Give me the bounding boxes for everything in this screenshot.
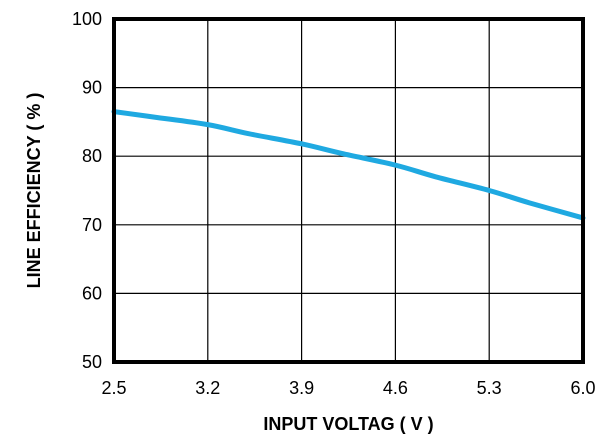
y-tick-label: 70 xyxy=(82,215,102,235)
y-tick-label: 100 xyxy=(72,9,102,29)
plot-frame xyxy=(112,17,585,364)
x-axis-label: INPUT VOLTAG ( V ) xyxy=(263,414,433,434)
efficiency-series-line xyxy=(111,109,586,221)
x-tick-label: 2.5 xyxy=(101,378,126,398)
series-layer xyxy=(111,109,586,221)
y-tick-label: 50 xyxy=(82,352,102,372)
y-axis-label: LINE EFFICIENCY ( % ) xyxy=(24,93,44,289)
grid xyxy=(114,19,583,362)
x-tick-labels: 2.5 3.2 3.9 4.6 5.3 6.0 xyxy=(101,378,595,398)
y-tick-labels: 50 60 70 80 90 100 xyxy=(72,9,102,372)
x-tick-label: 5.3 xyxy=(477,378,502,398)
x-tick-label: 3.2 xyxy=(195,378,220,398)
y-tick-label: 60 xyxy=(82,283,102,303)
x-tick-label: 4.6 xyxy=(383,378,408,398)
y-tick-label: 90 xyxy=(82,78,102,98)
x-tick-label: 6.0 xyxy=(570,378,595,398)
y-tick-label: 80 xyxy=(82,146,102,166)
x-tick-label: 3.9 xyxy=(289,378,314,398)
